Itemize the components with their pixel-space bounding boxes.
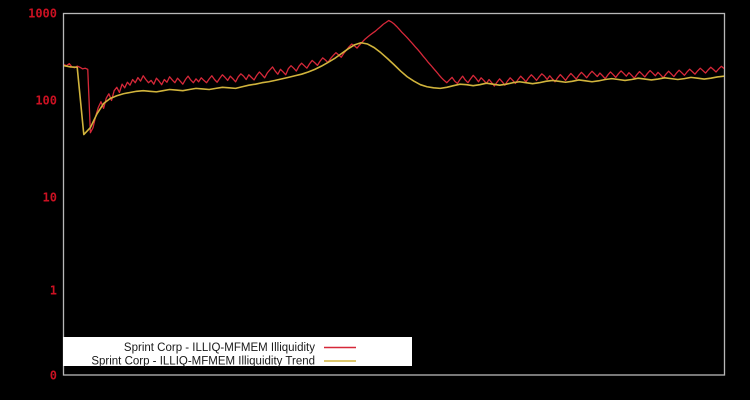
y-axis-tick-1: 1: [50, 284, 57, 298]
y-axis-tick-1000: 1000: [28, 7, 57, 21]
data-series-group: [64, 19, 724, 136]
legend-label-0: Sprint Corp - ILLIQ-MFMEM Illiquidity: [124, 342, 315, 354]
chart-legend: Sprint Corp - ILLIQ-MFMEM Illiquidity Spr…: [63, 337, 412, 368]
y-axis-tick-100: 100: [35, 94, 57, 108]
legend-label-1: Sprint Corp - ILLIQ-MFMEM Illiquidity Tr…: [91, 356, 315, 368]
y-axis-tick-0: 0: [50, 369, 57, 383]
series-illiquidity-line: [64, 19, 724, 134]
plot-area-frame: [62, 12, 726, 376]
y-axis-tick-10: 10: [43, 191, 57, 205]
series-illiquidity-trend-line: [64, 41, 724, 136]
